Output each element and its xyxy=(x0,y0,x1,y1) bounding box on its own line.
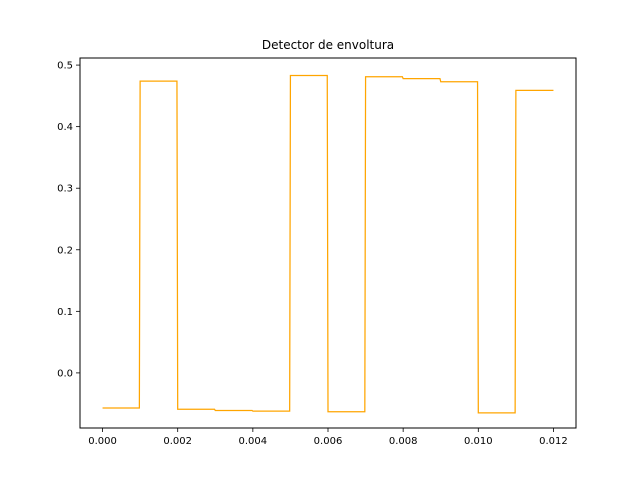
x-tick-label: 0.000 xyxy=(88,436,117,447)
x-tick-label: 0.006 xyxy=(314,436,343,447)
plot-frame xyxy=(79,57,577,429)
x-axis: 0.000 0.002 0.004 0.006 0.008 0.010 0.012 xyxy=(88,428,568,447)
x-tick-label: 0.010 xyxy=(464,436,493,447)
y-tick-label: 0.4 xyxy=(57,122,73,133)
y-tick-label: 0.5 xyxy=(57,61,73,72)
y-axis: 0.0 0.1 0.2 0.3 0.4 0.5 xyxy=(57,61,80,379)
y-tick-label: 0.0 xyxy=(57,368,73,379)
x-tick-label: 0.002 xyxy=(163,436,192,447)
series-line xyxy=(102,74,554,414)
chart-title: Detector de envoltura xyxy=(262,38,394,52)
x-tick-label: 0.008 xyxy=(389,436,418,447)
x-tick-label: 0.012 xyxy=(539,436,568,447)
x-tick-label: 0.004 xyxy=(239,436,268,447)
y-tick-label: 0.2 xyxy=(57,245,73,256)
y-tick-label: 0.3 xyxy=(57,184,73,195)
y-tick-label: 0.1 xyxy=(57,307,73,318)
